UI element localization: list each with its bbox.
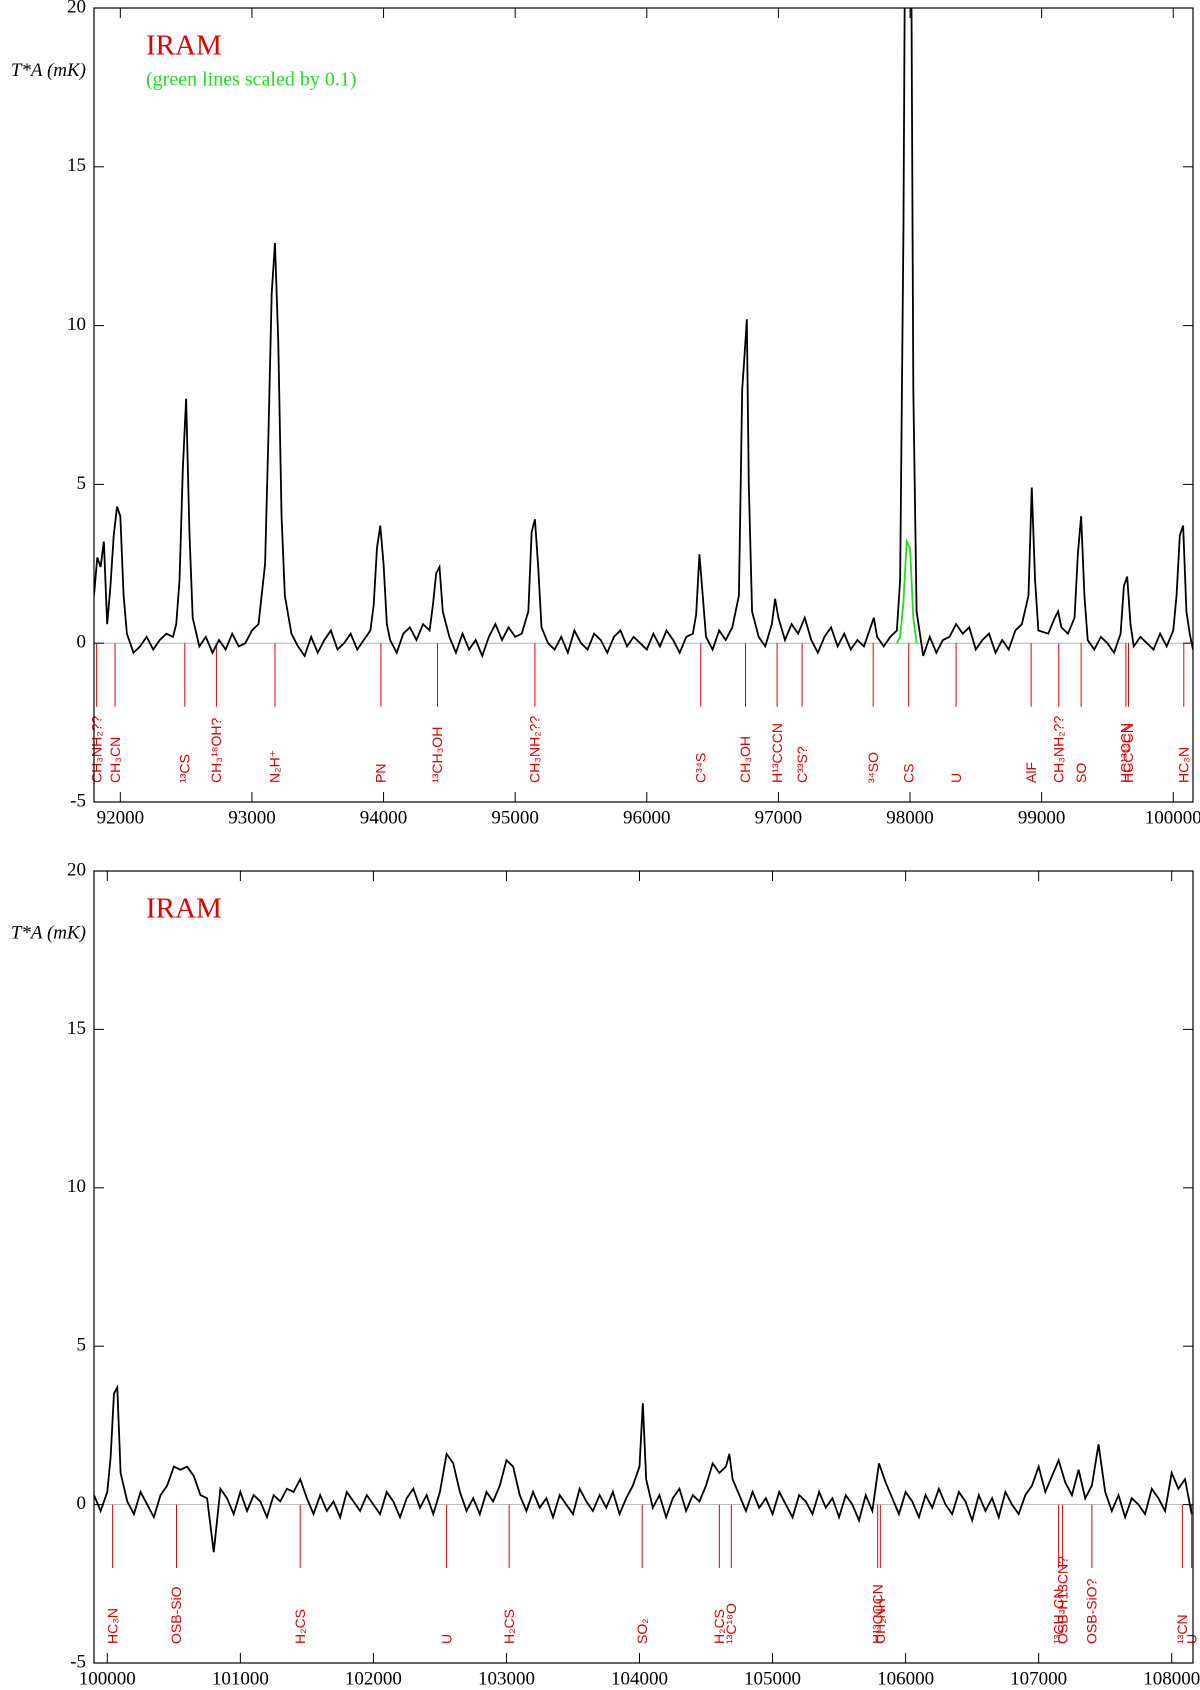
x-tick-label: 104000 xyxy=(611,1668,668,1689)
line-label: ¹³CH₃OH xyxy=(429,727,445,783)
line-label: PN xyxy=(373,763,389,782)
line-label: OSB-SiO xyxy=(168,1586,184,1644)
x-tick-label: 100000 xyxy=(79,1668,136,1689)
y-tick-label: 5 xyxy=(77,473,87,494)
line-label: U xyxy=(1183,1634,1199,1644)
line-label: HCC¹³CN xyxy=(1120,723,1136,783)
line-label: HC₃N xyxy=(1175,747,1191,783)
x-tick-label: 108000 xyxy=(1143,1668,1200,1689)
line-label: CH₃NH₂?? xyxy=(527,716,543,783)
x-tick-label: 103000 xyxy=(478,1668,535,1689)
line-label: CS xyxy=(900,763,916,782)
spectrum xyxy=(94,8,1193,659)
x-tick-label: 102000 xyxy=(345,1668,402,1689)
line-label: CH₃NH₂?? xyxy=(88,716,104,783)
line-label: H₂CS xyxy=(501,1609,517,1644)
line-label: ¹³CN xyxy=(1174,1614,1190,1644)
line-label: SO xyxy=(1073,763,1089,783)
y-tick-label: -5 xyxy=(70,790,86,811)
line-label: CH₃NH₂?? xyxy=(1050,716,1066,783)
line-label: SO₂ xyxy=(634,1618,650,1644)
y-tick-label: -5 xyxy=(70,1651,86,1672)
line-label: HC₃N xyxy=(104,1608,120,1644)
line-label: ¹³CS xyxy=(177,754,193,783)
x-tick-label: 105000 xyxy=(744,1668,801,1689)
chart-subtitle: (green lines scaled by 0.1) xyxy=(146,69,356,91)
x-tick-label: 95000 xyxy=(491,807,539,828)
line-label: U xyxy=(948,773,964,783)
x-tick-label: 94000 xyxy=(360,807,408,828)
frame xyxy=(93,7,1194,803)
panel: -5 0 5 10 15 20 92000 93000 94000 95000 96000 97000… xyxy=(11,0,1200,828)
chart-title: IRAM xyxy=(146,893,222,925)
spectrum xyxy=(896,538,918,644)
x-tick-label: 100000 xyxy=(1145,807,1200,828)
line-label: AlF xyxy=(1023,762,1039,783)
y-axis-label: T*A (mK) xyxy=(11,60,86,81)
x-tick-label: 106000 xyxy=(877,1668,934,1689)
line-label: CH₃CN xyxy=(107,737,123,783)
line-label: CH₃OH xyxy=(737,736,753,783)
line-label: N₂H⁺ xyxy=(267,750,283,783)
x-tick-label: 99000 xyxy=(1018,807,1066,828)
x-tick-label: 97000 xyxy=(755,807,803,828)
x-tick-label: 96000 xyxy=(623,807,671,828)
line-label: HC¹³CCN xyxy=(1118,723,1134,783)
line-label: C³⁴S xyxy=(692,753,708,783)
y-tick-label: 0 xyxy=(77,632,87,653)
line-label: H₂CS xyxy=(711,1609,727,1644)
x-tick-label: 107000 xyxy=(1010,1668,1067,1689)
y-tick-label: 10 xyxy=(67,314,86,335)
y-tick-label: 10 xyxy=(67,1176,86,1197)
plot-area xyxy=(94,8,1193,659)
line-label: CH₂NH xyxy=(872,1598,888,1644)
y-tick-label: 15 xyxy=(67,155,86,176)
frame xyxy=(93,870,1194,1664)
spectrum xyxy=(94,1383,1193,1553)
panel: -5 0 5 10 15 20 100000 101000 102000 103000 104000… xyxy=(11,859,1200,1689)
x-tick-label: 93000 xyxy=(228,807,276,828)
x-tick-label: 101000 xyxy=(212,1668,269,1689)
y-tick-label: 0 xyxy=(77,1493,87,1514)
line-label: OSB-H13CN? xyxy=(1054,1556,1070,1644)
line-label: ¹³C¹⁸O xyxy=(723,1603,739,1644)
y-tick-label: 20 xyxy=(67,0,86,17)
line-label: H₂CS xyxy=(292,1609,308,1644)
chart-title: IRAM xyxy=(146,30,222,62)
x-tick-label: 98000 xyxy=(886,807,934,828)
line-label: CH₃¹⁸OH? xyxy=(208,717,224,782)
line-label: H¹³CCCN xyxy=(769,723,785,783)
line-label: ³⁴SO xyxy=(865,752,881,783)
line-label: U xyxy=(438,1634,454,1644)
line-label: OSB-SiO? xyxy=(1084,1578,1100,1644)
plot-area xyxy=(94,1383,1193,1553)
y-axis-label: T*A (mK) xyxy=(11,923,86,944)
y-tick-label: 5 xyxy=(77,1335,87,1356)
line-label: C³³S? xyxy=(794,746,810,783)
line-label: H¹³CCCN xyxy=(869,1584,885,1644)
y-tick-label: 20 xyxy=(67,859,86,880)
line-label: ¹³CH₃CN xyxy=(1050,1589,1066,1644)
x-tick-label: 92000 xyxy=(97,807,145,828)
y-tick-label: 15 xyxy=(67,1018,86,1039)
